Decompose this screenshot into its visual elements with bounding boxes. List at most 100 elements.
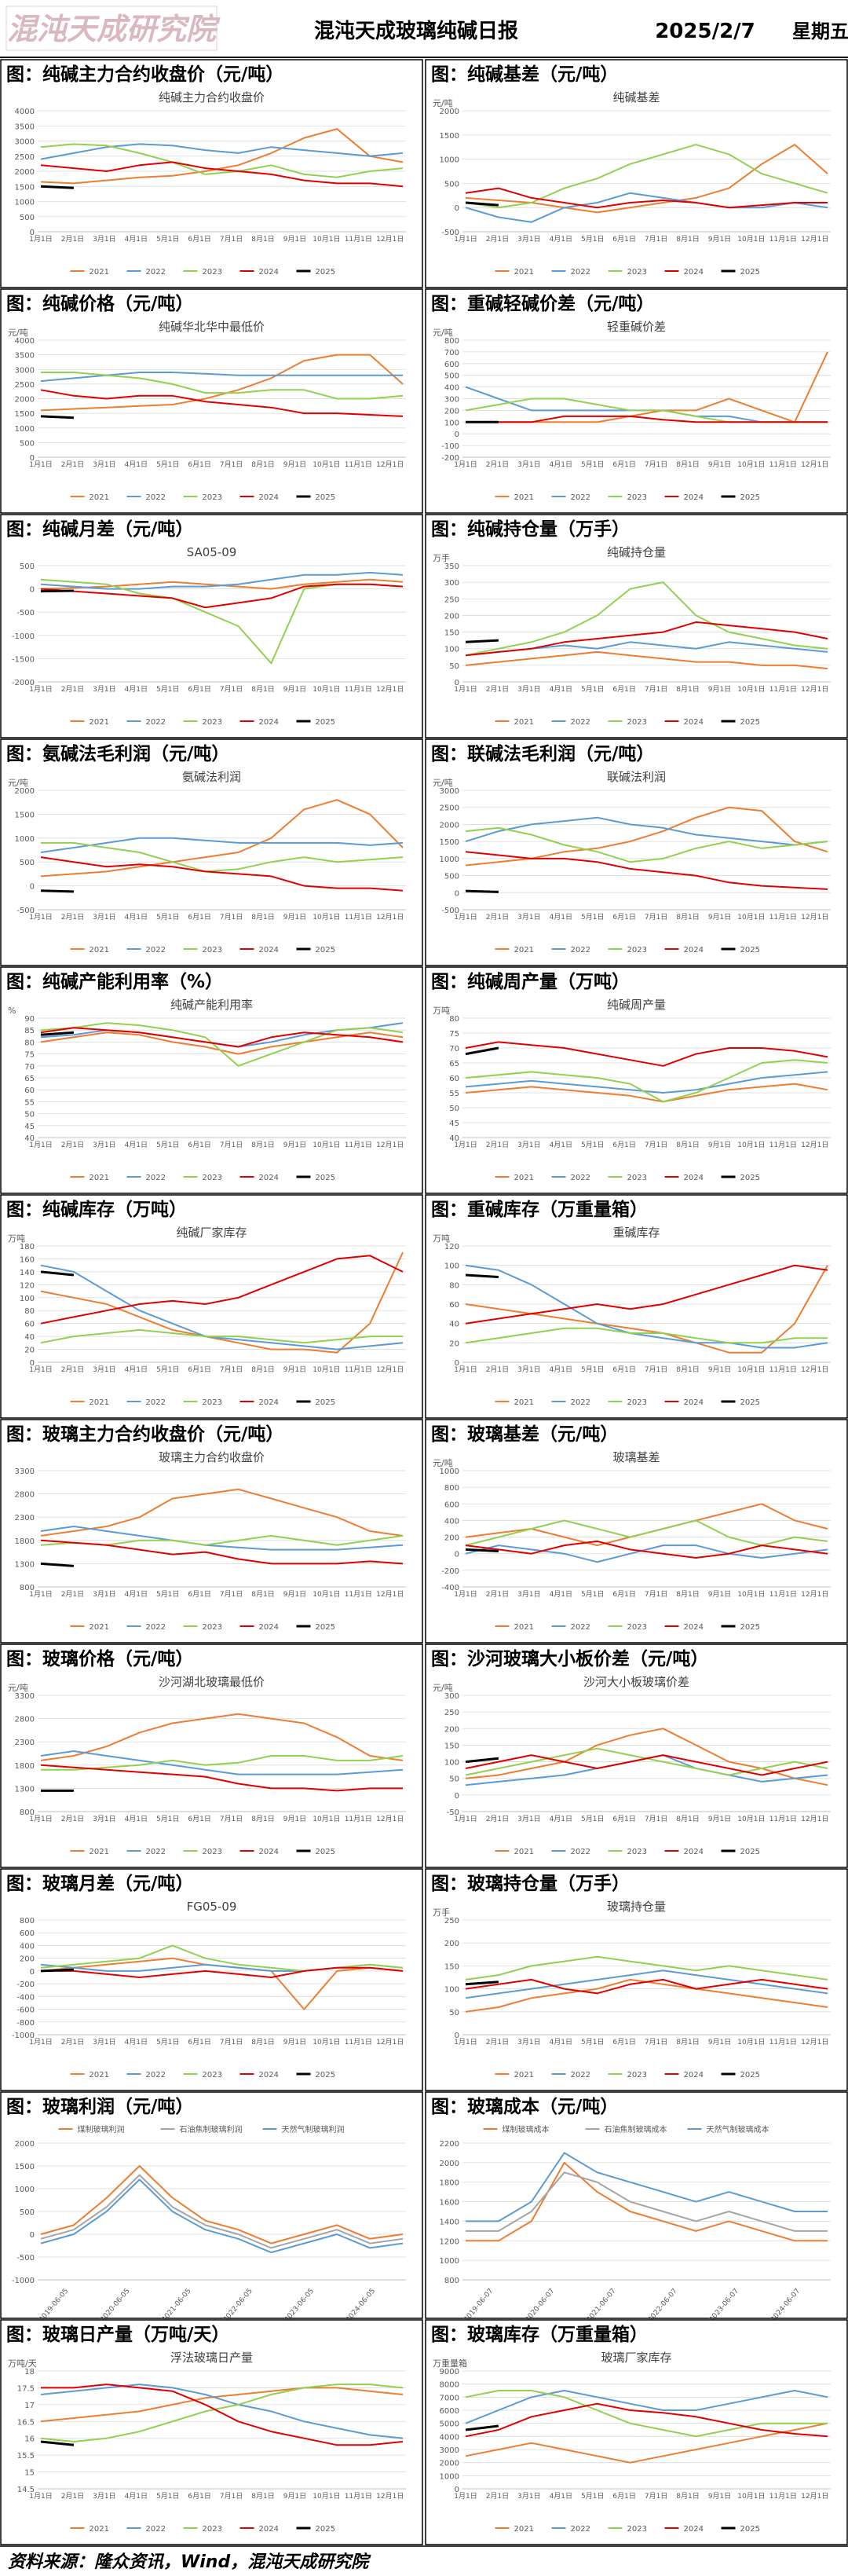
y-axis-unit: 元/吨 [433, 98, 453, 108]
series-line-2025 [465, 1046, 499, 1056]
legend-label: 2022 [146, 493, 166, 502]
y-tick-label: 100 [20, 1295, 35, 1303]
y-tick-label: -500 [441, 229, 459, 237]
y-tick-label: 50 [449, 1775, 459, 1784]
x-tick-label: 11月1日 [345, 1141, 372, 1149]
legend-label: 天然气制玻璃成本 [707, 2124, 769, 2134]
x-tick-label: 11月1日 [769, 1815, 797, 1823]
x-tick-label: 5月1日 [156, 685, 179, 694]
y-tick-label: 80 [24, 1039, 35, 1047]
chart-title: 玻璃基差 [612, 1450, 660, 1464]
y-tick-label: 50 [449, 2009, 459, 2017]
y-tick-label: 6000 [440, 2407, 459, 2416]
page-title: 混沌天成玻璃纯碱日报 [314, 19, 518, 43]
y-tick-label: 55 [24, 1098, 35, 1107]
series-line-2025 [40, 1270, 75, 1277]
panel-frame [0, 1868, 423, 2091]
x-tick-label: 11月1日 [769, 913, 797, 922]
series-line-2021 [40, 1031, 404, 1055]
legend-label: 2023 [203, 1398, 222, 1407]
x-tick-label: 1月1日 [454, 1590, 477, 1599]
legend-label: 煤制玻璃成本 [503, 2124, 550, 2134]
y-tick-label: 70 [24, 1063, 35, 1072]
series-line-2025 [465, 201, 499, 207]
section-heading: 图：玻璃月差（元/吨） [6, 1873, 193, 1894]
x-tick-label: 6月1日 [612, 2492, 635, 2501]
x-tick-label: 10月1日 [313, 2038, 340, 2047]
legend-label: 2024 [259, 1848, 279, 1856]
x-tick-label: 7月1日 [220, 1815, 243, 1823]
x-tick-label: 4月1日 [125, 2492, 148, 2501]
y-tick-label: 300 [444, 579, 459, 588]
legend-label: 2023 [627, 2071, 647, 2079]
section-heading: 图：纯碱持仓量（万手） [431, 518, 630, 540]
y-tick-label: 1000 [15, 2186, 35, 2194]
x-tick-label: 6月1日 [612, 235, 635, 244]
y-tick-label: 500 [20, 859, 35, 867]
x-tick-label: 8月1日 [251, 1815, 274, 1823]
y-tick-label: 100 [444, 419, 459, 427]
x-tick-label: 3月1日 [517, 1815, 540, 1823]
x-tick-label: 8月1日 [251, 685, 274, 694]
series-line-2023 [465, 1327, 828, 1344]
series-line-2023 [465, 581, 828, 657]
legend-label: 2025 [316, 946, 335, 955]
y-tick-label: 1000 [440, 1468, 459, 1476]
x-tick-label: 11月1日 [769, 460, 797, 469]
series-line-石油焦制玻璃成本 [466, 2171, 828, 2232]
x-tick-label: 1月1日 [454, 2038, 477, 2047]
panel-frame [425, 738, 848, 966]
x-tick-label: 10月1日 [313, 1815, 340, 1823]
legend-label: 2021 [90, 1623, 109, 1632]
x-tick-label: 3月1日 [517, 2038, 540, 2047]
series-line-2022 [465, 1545, 828, 1563]
x-tick-label: 8月1日 [676, 1141, 699, 1149]
y-axis-unit: 元/吨 [433, 1458, 453, 1468]
x-tick-label: 12月1日 [801, 913, 828, 922]
x-tick-label: 11月1日 [769, 2038, 797, 2047]
series-line-2022 [465, 2390, 828, 2424]
x-tick-label: 12月1日 [801, 235, 828, 244]
x-tick-label: 6月1日 [188, 460, 210, 469]
panel-19: 图：玻璃利润（元/吨）-1000-50005001000150020002019… [0, 2091, 423, 2324]
y-tick-label: 0 [455, 2032, 459, 2040]
legend-label: 2024 [684, 2071, 704, 2079]
x-tick-label: 2月1日 [486, 1365, 509, 1374]
y-tick-label: 3300 [15, 1692, 35, 1701]
y-tick-label: -200 [441, 1567, 459, 1576]
section-heading: 图：纯碱基差（元/吨） [431, 64, 618, 85]
series-line-2022 [465, 192, 828, 223]
section-heading: 图：玻璃基差（元/吨） [431, 1424, 618, 1445]
y-tick-label: 40 [449, 1321, 459, 1329]
y-axis-unit: 万手 [433, 1907, 450, 1918]
series-line-2025 [465, 1273, 499, 1278]
x-tick-label: 4月1日 [550, 235, 572, 244]
y-tick-label: 600 [444, 1501, 459, 1509]
series-line-煤制玻璃成本 [466, 2161, 828, 2242]
series-line-2021 [40, 354, 404, 412]
x-tick-label: 5月1日 [581, 1815, 604, 1823]
series-line-2023 [40, 143, 404, 178]
y-tick-label: 50 [24, 1111, 35, 1119]
x-tick-label: 5月1日 [156, 235, 179, 244]
series-line-2021 [40, 1713, 404, 1761]
x-tick-label: 4月1日 [550, 1365, 572, 1374]
x-tick-label: 6月1日 [612, 460, 635, 469]
legend-label: 2025 [740, 2525, 760, 2534]
x-tick-label: 9月1日 [283, 2038, 306, 2047]
panel-frame [425, 514, 848, 738]
series-line-2023 [40, 2384, 404, 2442]
x-tick-label: 2月1日 [61, 1141, 84, 1149]
x-tick-label: 8月1日 [251, 1365, 274, 1374]
x-tick-label: 5月1日 [581, 1365, 604, 1374]
x-tick-label: 12月1日 [376, 685, 404, 694]
legend-label: 2025 [740, 1398, 760, 1407]
y-tick-label: 45 [449, 1119, 459, 1128]
series-line-2025 [40, 2440, 75, 2446]
x-tick-label: 11月1日 [345, 460, 372, 469]
x-tick-label: 7月1日 [220, 685, 243, 694]
y-tick-label: 0 [455, 431, 459, 439]
x-tick-label: 5月1日 [581, 913, 604, 922]
